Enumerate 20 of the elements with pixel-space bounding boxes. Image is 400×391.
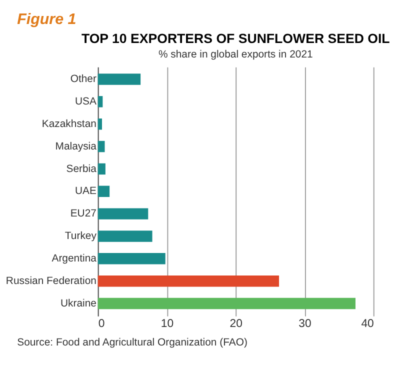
y-tick-label: Russian Federation (6, 276, 97, 287)
caption: Figure 1 (17, 11, 76, 28)
y-tick-label: EU27 (70, 208, 97, 220)
y-tick-label: Argentina (52, 254, 97, 265)
chart-title: TOP 10 EXPORTERS OF SUNFLOWER SEED OIL (81, 31, 390, 46)
y-tick-label: Turkey (64, 231, 98, 242)
x-tick-label: 20 (230, 318, 242, 330)
x-tick-label: 0 (98, 318, 105, 330)
x-tick-label: 10 (160, 318, 174, 330)
y-tick-label: Malaysia (55, 141, 97, 152)
y-tick-label: Serbia (66, 164, 97, 175)
y-tick-label: Ukraine (60, 298, 97, 310)
y-tick-label: Other (70, 74, 97, 86)
y-tick-label: Kazakhstan (42, 118, 97, 130)
y-tick-label: UAE (74, 186, 96, 198)
source-note: Source: Food and Agricultural Organization (FAO) (17, 337, 248, 348)
chart-subtitle: % share in global exports in 2021 (158, 49, 313, 60)
x-tick-label: 30 (298, 318, 312, 330)
y-tick-label: USA (74, 96, 96, 108)
x-tick-label: 40 (361, 318, 374, 330)
